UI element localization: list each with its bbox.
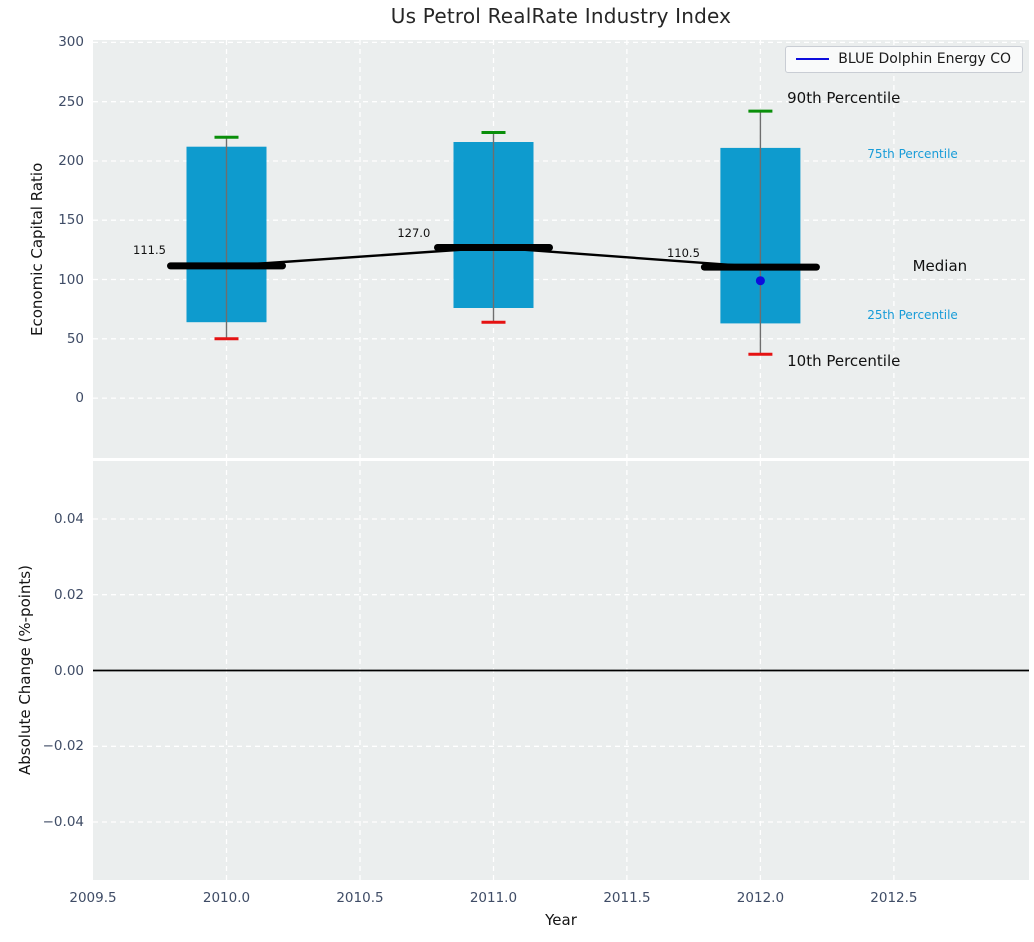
top-plot-svg [93,40,1029,458]
annotation-111-5: 111.5 [133,243,166,258]
y-tick-label-top: 200 [58,152,84,169]
y-tick-label-bottom: 0.04 [53,510,84,527]
annotation-127-0: 127.0 [397,225,431,240]
company-point [755,276,765,286]
x-tick-label: 2011.5 [603,890,651,906]
x-tick-label: 2010.5 [336,890,384,906]
chart-title: Us Petrol RealRate Industry Index [390,4,732,28]
annotation-10th-percentile: 10th Percentile [787,352,901,371]
x-axis-label: Year [545,911,577,929]
y-tick-label-top: 50 [66,330,84,347]
legend-line-swatch [796,58,830,60]
legend: BLUE Dolphin Energy CO [785,46,1023,73]
y-tick-label-bottom: 0.02 [53,586,84,603]
y-tick-label-top: 250 [58,93,84,110]
y-tick-label-top: 100 [58,271,84,288]
annotation-110-5: 110.5 [666,246,700,261]
annotation-25th-percentile: 25th Percentile [867,308,958,323]
x-tick-label: 2011.0 [469,890,518,906]
legend-label: BLUE Dolphin Energy CO [838,51,1011,67]
y-tick-label-top: 300 [58,34,84,51]
annotation-75th-percentile: 75th Percentile [867,146,958,161]
y-tick-label-bottom: 0.00 [53,662,84,679]
x-tick-label: 2009.5 [69,890,117,906]
annotation-90th-percentile: 90th Percentile [787,89,901,108]
axes-bottom-absolute-change [93,461,1029,880]
y-tick-label-top: 150 [58,212,84,229]
y-tick-label-bottom: −0.02 [42,738,84,755]
annotation-median: Median [912,257,968,276]
x-tick-label: 2012.0 [736,890,785,906]
y-tick-label-bottom: −0.04 [42,814,84,831]
x-tick-label: 2010.0 [202,890,251,906]
y-tick-label-top: 0 [75,390,84,407]
x-tick-label: 2012.5 [870,890,918,906]
axes-top-economic-capital-ratio: BLUE Dolphin Energy CO 111.5 127.0 110.5 90… [93,40,1029,458]
bottom-plot-svg [93,461,1029,880]
